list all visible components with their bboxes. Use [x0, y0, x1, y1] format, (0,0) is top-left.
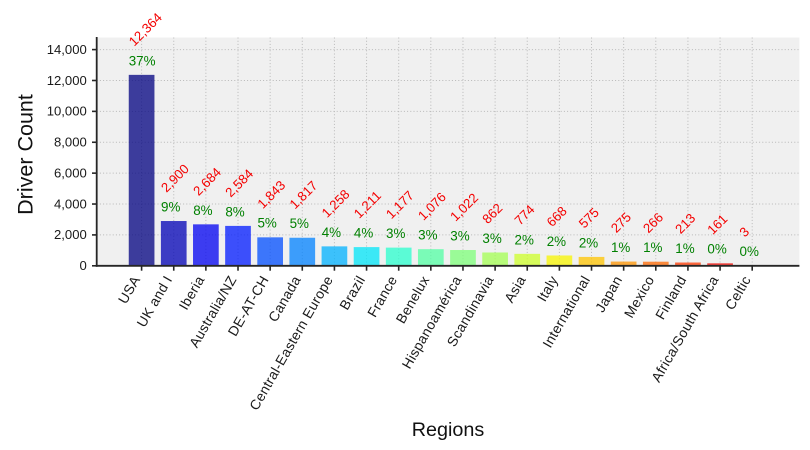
svg-text:8%: 8%	[225, 204, 244, 219]
svg-text:14,000: 14,000	[47, 42, 87, 57]
svg-text:5%: 5%	[257, 216, 276, 231]
svg-text:4%: 4%	[354, 226, 373, 241]
svg-text:2%: 2%	[547, 234, 566, 249]
svg-text:1%: 1%	[611, 240, 630, 255]
svg-text:2%: 2%	[515, 232, 534, 247]
svg-text:8%: 8%	[193, 203, 212, 218]
svg-text:Regions: Regions	[412, 419, 485, 441]
svg-text:Driver Count: Driver Count	[14, 94, 38, 215]
svg-text:5%: 5%	[290, 216, 309, 231]
svg-text:0%: 0%	[707, 242, 726, 257]
svg-text:0: 0	[80, 258, 87, 273]
svg-text:10,000: 10,000	[47, 104, 87, 119]
svg-text:3%: 3%	[418, 228, 437, 243]
svg-text:3%: 3%	[450, 228, 469, 243]
svg-text:1%: 1%	[675, 241, 694, 256]
svg-text:4,000: 4,000	[54, 196, 87, 211]
svg-text:12,000: 12,000	[47, 73, 87, 88]
svg-text:3%: 3%	[386, 226, 405, 241]
svg-text:6,000: 6,000	[54, 165, 87, 180]
svg-text:9%: 9%	[161, 199, 180, 214]
svg-text:4%: 4%	[322, 225, 341, 240]
svg-text:3%: 3%	[482, 231, 501, 246]
svg-text:8,000: 8,000	[54, 135, 87, 150]
svg-text:0%: 0%	[740, 244, 759, 259]
svg-text:2,000: 2,000	[54, 227, 87, 242]
svg-text:2%: 2%	[579, 235, 598, 250]
svg-text:1%: 1%	[643, 240, 662, 255]
svg-text:37%: 37%	[129, 53, 156, 68]
